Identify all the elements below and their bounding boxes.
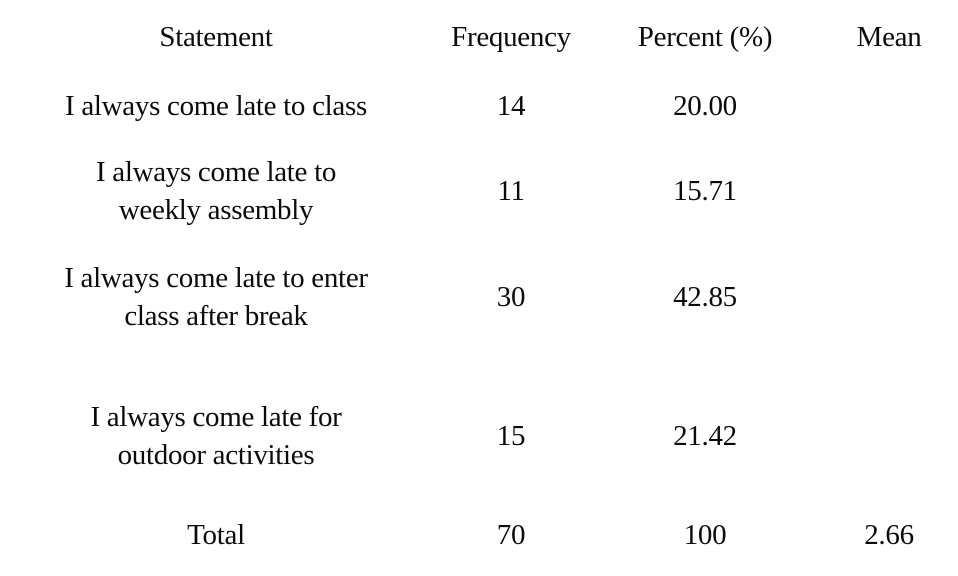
percent-cell: 100: [683, 519, 727, 552]
statement-cell: I always come late to enter class after …: [64, 261, 368, 332]
column-header-percent: Percent (%): [637, 21, 773, 54]
column-header-mean: Mean: [856, 21, 922, 54]
percent-cell: 15.71: [673, 174, 737, 207]
statement-cell: I always come late for outdoor activitie…: [90, 400, 342, 471]
mean-cell: [820, 377, 958, 495]
statement-cell: I always come late to weekly assembly: [95, 155, 337, 226]
table-row: I always come late to class 14 20.00: [0, 75, 958, 137]
frequency-cell: 30: [496, 280, 526, 313]
frequency-cell: 15: [496, 419, 526, 452]
percent-cell: 42.85: [673, 280, 737, 313]
mean-cell: 2.66: [864, 519, 914, 552]
column-header-statement: Statement: [159, 21, 273, 54]
table-row: I always come late to enter class after …: [0, 245, 958, 377]
table-row: I always come late for outdoor activitie…: [0, 377, 958, 495]
frequency-cell: 14: [496, 89, 526, 122]
total-row: Total 70 100 2.66: [0, 495, 958, 576]
column-header-frequency: Frequency: [451, 21, 571, 54]
frequency-cell: 70: [496, 519, 526, 552]
statement-cell: I always come late to class: [65, 89, 367, 122]
mean-cell: [820, 137, 958, 245]
mean-cell: [820, 245, 958, 377]
mean-cell: [820, 75, 958, 137]
total-label-cell: Total: [187, 519, 245, 552]
header-row: Statement Frequency Percent (%) Mean: [0, 0, 958, 75]
percent-cell: 21.42: [673, 419, 737, 452]
frequency-cell: 11: [497, 174, 525, 207]
percent-cell: 20.00: [673, 89, 737, 122]
table-row: I always come late to weekly assembly 11…: [0, 137, 958, 245]
